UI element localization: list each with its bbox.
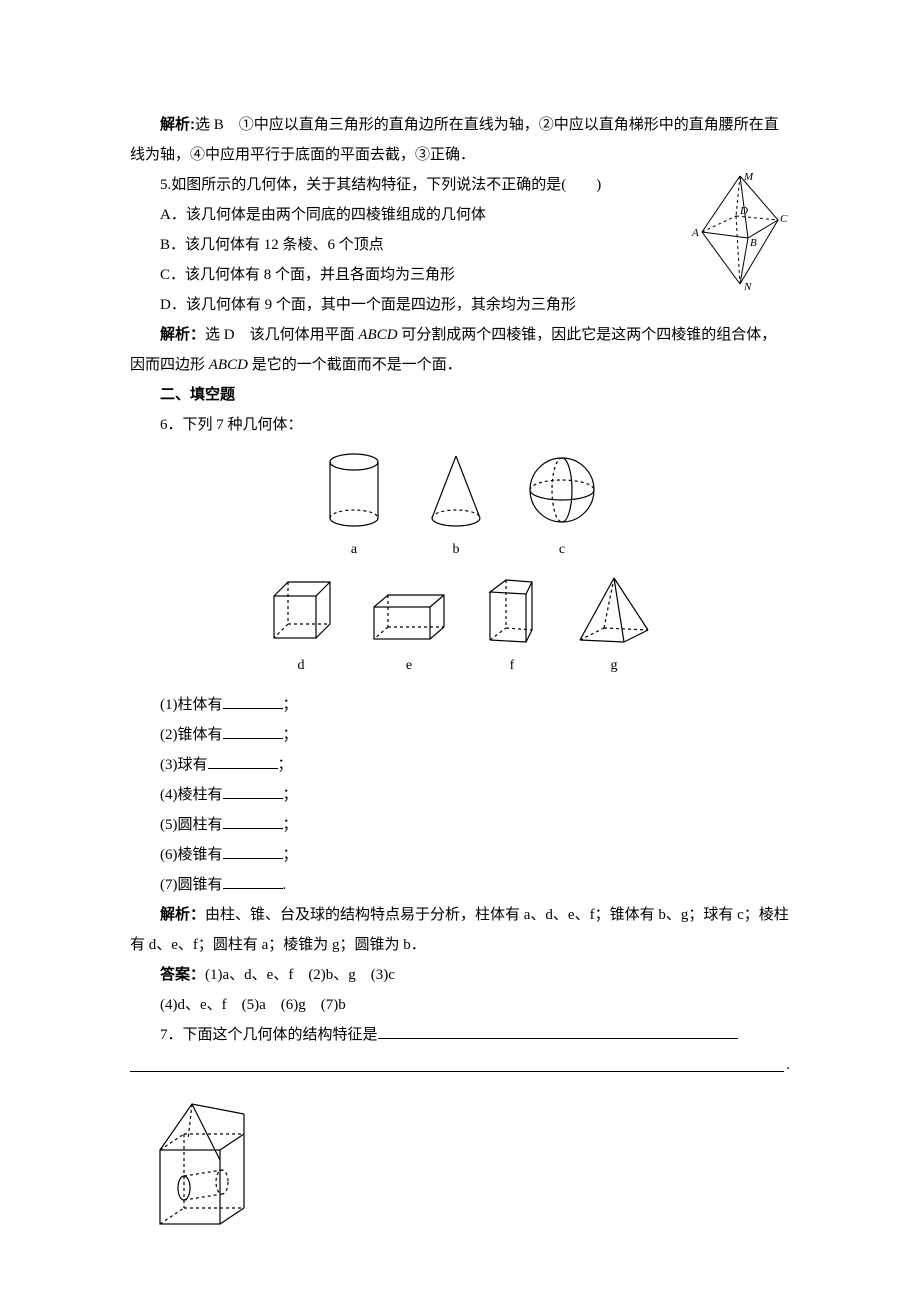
prism-icon [482, 574, 542, 646]
cube-icon [266, 576, 336, 646]
solid-f: f [482, 574, 542, 680]
caption-b: b [453, 536, 460, 564]
solid-b: b [421, 450, 491, 564]
q6-item-4: (4)棱柱有； [130, 780, 790, 810]
sphere-icon [523, 450, 601, 530]
solid-a: a [319, 450, 389, 564]
blank-field[interactable] [223, 783, 283, 800]
pyramid-icon [574, 574, 654, 646]
cone-icon [421, 450, 491, 530]
q5-analysis: 解析：选 D 该几何体用平面 ABCD 可分割成两个四棱锥，因此它是这两个四棱锥… [130, 320, 790, 380]
question-5-block: M N A B C D 5.如图所示的几何体，关于其结构特征，下列说法不正确的是… [130, 170, 790, 320]
q6-item-5: (5)圆柱有； [130, 810, 790, 840]
analysis-text: ①中应以直角三角形的直角边所在直线为轴，②中应以直角梯形中的直角腰所在直线为轴，… [130, 117, 779, 163]
q6-fig-row1: a b c [130, 450, 790, 564]
q6-stem: 6．下列 7 种几何体： [130, 410, 790, 440]
blank-field[interactable] [223, 693, 283, 710]
blank-field[interactable] [208, 753, 278, 770]
q6-item-2: (2)锥体有； [130, 720, 790, 750]
cuboid-icon [368, 591, 450, 646]
analysis-p1: 解析:选 B ①中应以直角三角形的直角边所在直线为轴，②中应以直角梯形中的直角腰… [130, 110, 790, 170]
q6-answer-line1: 答案：(1)a、d、e、f (2)b、g (3)c [130, 960, 790, 990]
blank-field[interactable] [223, 813, 283, 830]
label-m: M [743, 171, 754, 183]
q7-figure [130, 1090, 790, 1240]
section-2-title: 二、填空题 [130, 380, 790, 410]
analysis-label: 解析: [160, 116, 195, 133]
answer-label: 答案： [160, 966, 205, 983]
caption-e: e [406, 652, 412, 680]
q6-fig-row2: d e [130, 574, 790, 680]
answer-choice: 选 D [205, 327, 235, 343]
q5-figure: M N A B C D [690, 170, 790, 290]
blank-field[interactable] [378, 1023, 738, 1040]
bipyramid-icon: M N A B C D [690, 170, 790, 290]
solid-c: c [523, 450, 601, 564]
label-b: B [750, 237, 757, 249]
q6-analysis: 解析：由柱、锥、台及球的结构特点易于分析，柱体有 a、d、e、f；锥体有 b、g… [130, 900, 790, 960]
label-c: C [780, 213, 788, 225]
solid-e: e [368, 591, 450, 680]
label-d: D [739, 205, 748, 217]
caption-g: g [611, 652, 618, 680]
q6-answer-line2: (4)d、e、f (5)a (6)g (7)b [130, 990, 790, 1020]
blank-field[interactable] [223, 723, 283, 740]
caption-f: f [510, 652, 515, 680]
blank-line-full[interactable] [130, 1054, 784, 1072]
blank-field[interactable] [223, 873, 283, 890]
analysis-label: 解析： [160, 906, 205, 923]
q6-item-3: (3)球有； [130, 750, 790, 780]
q6-item-7: (7)圆锥有. [130, 870, 790, 900]
answer-choice: 选 B [195, 117, 224, 133]
composite-solid-icon [130, 1090, 280, 1240]
analysis-label: 解析： [160, 326, 205, 343]
label-a: A [691, 227, 699, 239]
cylinder-icon [319, 450, 389, 530]
solid-d: d [266, 576, 336, 680]
caption-d: d [298, 652, 305, 680]
q6-item-6: (6)棱锥有； [130, 840, 790, 870]
solid-g: g [574, 574, 654, 680]
q7-stem: 7．下面这个几何体的结构特征是 [130, 1020, 790, 1050]
q6-item-1: (1)柱体有； [130, 690, 790, 720]
caption-a: a [351, 536, 357, 564]
blank-field[interactable] [223, 843, 283, 860]
q5-opt-d: D．该几何体有 9 个面，其中一个面是四边形，其余均为三角形 [130, 290, 790, 320]
label-n: N [743, 281, 752, 290]
caption-c: c [559, 536, 565, 564]
